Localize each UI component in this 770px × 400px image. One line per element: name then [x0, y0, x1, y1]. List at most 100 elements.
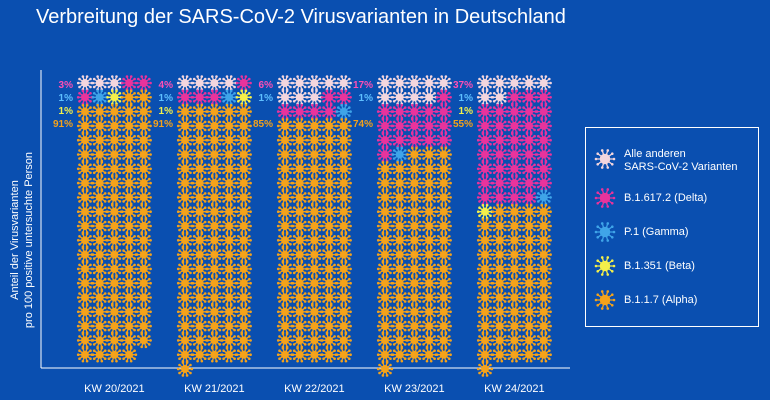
waffle-icon-alpha: [291, 289, 308, 306]
waffle-icon-alpha: [491, 218, 508, 234]
waffle-icon-alpha: [406, 175, 423, 191]
waffle-icon-alpha: [306, 232, 323, 249]
waffle-icon-alpha: [121, 175, 138, 191]
waffle-icon-alpha: [176, 261, 194, 277]
waffle-icon-alpha: [176, 161, 194, 177]
waffle-icon-delta: [421, 118, 438, 134]
waffle-icon-alpha: [106, 203, 123, 220]
waffle-icon-alpha: [235, 161, 252, 177]
waffle-icon-others: [306, 75, 323, 91]
waffle-icon-alpha: [235, 132, 252, 148]
waffle-icon-alpha: [291, 175, 308, 191]
waffle-icon-alpha: [76, 189, 94, 206]
waffle-icon-alpha: [535, 261, 552, 277]
waffle-icon-delta: [491, 189, 508, 206]
waffle-icon-alpha: [306, 189, 323, 206]
waffle-icon-alpha: [335, 318, 352, 334]
waffle-icon-alpha: [221, 261, 238, 277]
waffle-icon-others: [176, 75, 194, 91]
waffle-icon-alpha: [91, 289, 108, 306]
waffle-icon-alpha: [491, 318, 508, 334]
waffle-icon-others: [335, 75, 352, 91]
waffle-icon-alpha: [91, 232, 108, 249]
waffle-icon-delta: [506, 175, 523, 191]
waffle-icon-alpha: [291, 246, 308, 263]
waffle-icon-alpha: [306, 275, 323, 291]
waffle-icon-alpha: [206, 203, 223, 220]
waffle-icon-alpha: [535, 218, 552, 234]
waffle-icon-alpha: [135, 289, 152, 306]
waffle-icon-alpha: [191, 346, 208, 363]
waffle-icon-alpha: [376, 304, 394, 320]
waffle-icon-alpha: [76, 304, 94, 320]
waffle-icon-alpha: [491, 346, 508, 363]
waffle-icon-alpha: [221, 146, 238, 163]
waffle-icon-alpha: [276, 161, 294, 177]
waffle-icon-alpha: [121, 89, 138, 106]
waffle-icon-alpha: [135, 118, 152, 134]
waffle-icon-alpha: [76, 218, 94, 234]
waffle-icon-alpha: [476, 261, 494, 277]
waffle-icon-alpha: [221, 246, 238, 263]
waffle-icon-delta: [521, 189, 538, 206]
pct-label-gamma: 1%: [459, 93, 474, 104]
waffle-icon-alpha: [491, 232, 508, 249]
waffle-icon-alpha: [91, 304, 108, 320]
waffle-icon-alpha: [176, 103, 194, 120]
waffle-icon-alpha: [76, 118, 94, 134]
waffle-icon-alpha: [176, 118, 194, 134]
waffle-icon-alpha: [321, 289, 338, 306]
legend-label-beta: B.1.351 (Beta): [624, 260, 695, 272]
waffle-icon-alpha: [135, 246, 152, 263]
waffle-icon-delta: [506, 132, 523, 148]
waffle-icon-alpha: [91, 346, 108, 363]
waffle-icon-alpha: [135, 161, 152, 177]
waffle-icon-alpha: [106, 332, 123, 349]
waffle-icon-others: [476, 89, 494, 106]
waffle-icon-alpha: [321, 218, 338, 234]
waffle-icon-alpha: [406, 189, 423, 206]
waffle-icon-alpha: [421, 304, 438, 320]
waffle-icon-alpha: [291, 232, 308, 249]
pct-label-alpha: 85%: [253, 119, 273, 130]
waffle-icon-alpha: [376, 232, 394, 249]
waffle-icon-alpha: [121, 261, 138, 277]
waffle-icon-alpha: [391, 275, 408, 291]
waffle-icon-alpha: [335, 161, 352, 177]
waffle-icon-delta: [491, 103, 508, 120]
waffle-icon-alpha: [235, 146, 252, 163]
waffle-icon-alpha: [491, 289, 508, 306]
waffle-icon-delta: [376, 103, 394, 120]
waffle-icon-alpha: [521, 318, 538, 334]
waffle-icon-delta: [491, 161, 508, 177]
waffle-icon-alpha: [276, 146, 294, 163]
waffle-icon-delta: [506, 103, 523, 120]
waffle-icon-alpha: [406, 232, 423, 249]
waffle-icon-alpha: [506, 275, 523, 291]
waffle-icon-alpha: [491, 261, 508, 277]
waffle-icon-alpha: [91, 203, 108, 220]
waffle-icon-delta: [321, 103, 338, 120]
waffle-icon-alpha: [321, 275, 338, 291]
pct-label-alpha: 91%: [53, 119, 73, 130]
waffle-icon-others: [391, 89, 408, 106]
waffle-icon-alpha: [476, 361, 494, 377]
waffle-icon-alpha: [91, 275, 108, 291]
waffle-icon-alpha: [121, 189, 138, 206]
waffle-icon-alpha: [506, 346, 523, 363]
waffle-icon-alpha: [176, 289, 194, 306]
waffle-icon-delta: [235, 75, 252, 91]
waffle-icon-alpha: [476, 246, 494, 263]
waffle-icon-alpha: [421, 332, 438, 349]
waffle-icon-delta: [521, 132, 538, 148]
waffle-icon-alpha: [135, 132, 152, 148]
waffle-icon-alpha: [391, 175, 408, 191]
waffle-icon-alpha: [391, 218, 408, 234]
waffle-icon-alpha: [435, 146, 452, 163]
waffle-icon-alpha: [176, 218, 194, 234]
waffle-icon-others: [406, 75, 423, 91]
waffle-icon-alpha: [335, 203, 352, 220]
waffle-icon-alpha: [276, 232, 294, 249]
waffle-icon-alpha: [76, 161, 94, 177]
waffle-icon-alpha: [76, 275, 94, 291]
